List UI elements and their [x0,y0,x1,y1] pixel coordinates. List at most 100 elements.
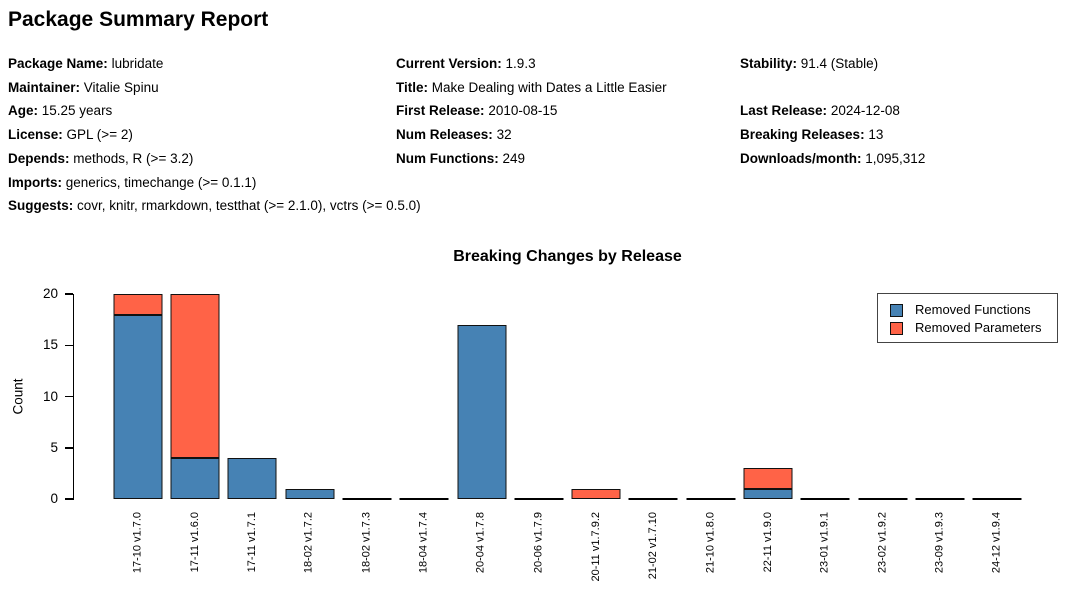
bar-segment [170,458,220,499]
y-tick-label: 5 [50,439,58,455]
x-tick-label: 23-02 v1.9.2 [854,512,911,600]
meta-package-name-label: Package Name: [8,56,108,71]
metadata-column-middle: Current Version: 1.9.3 Title: Make Deali… [396,52,736,171]
x-tick-label: 23-09 v1.9.3 [911,512,968,600]
meta-last-release-value: 2024-12-08 [830,103,900,119]
meta-suggests-label: Suggests: [8,198,74,214]
meta-package-name-value: lubridate [111,56,164,71]
meta-stability-label: Stability: [740,56,798,71]
meta-license-value: GPL (>= 2) [66,127,133,143]
x-tick-label-text: 24-12 v1.9.4 [990,512,1003,574]
meta-first-release: First Release: 2010-08-15 [396,99,736,123]
stacked-bar [227,458,277,499]
bar-segment [113,314,163,499]
x-tick-label: 17-10 v1.7.0 [109,512,166,600]
x-tick-label-text: 21-10 v1.8.0 [704,512,717,574]
x-tick-label-text: 18-02 v1.7.3 [360,512,373,574]
zero-height-bar [858,498,908,500]
x-tick-label: 21-02 v1.7.10 [625,512,682,600]
page-title: Package Summary Report [8,8,269,31]
bar-slot [854,294,911,500]
meta-current-version-value: 1.9.3 [505,56,536,71]
y-tick-mark [65,293,73,295]
x-tick-label: 20-11 v1.7.9.2 [568,512,625,600]
y-tick-label: 0 [50,491,58,506]
x-tick-label: 18-02 v1.7.3 [338,512,395,600]
meta-spacer-row [740,76,1065,100]
meta-age: Age: 15.25 years [8,99,393,123]
meta-age-value: 15.25 years [41,103,113,119]
meta-num-functions-label: Num Functions: [396,150,499,166]
meta-maintainer-value: Vitalie Spinu [83,79,159,95]
stacked-bar [285,488,335,499]
meta-license-label: License: [8,127,63,143]
y-tick-mark [65,344,73,346]
zero-height-bar [686,498,736,500]
zero-height-bar [514,498,564,500]
x-tick-label-text: 22-11 v1.9.0 [761,512,774,573]
bar-segment [743,468,793,489]
plot-area [109,294,1026,500]
meta-maintainer: Maintainer: Vitalie Spinu [8,76,393,100]
meta-breaking-releases-label: Breaking Releases: [740,127,865,143]
bar-slot [568,294,625,499]
zero-height-bar [915,498,965,500]
x-tick-label-text: 23-09 v1.9.3 [933,512,946,574]
meta-depends-label: Depends: [8,150,70,166]
meta-title: Title: Make Dealing with Dates a Little … [396,76,736,100]
x-tick-label: 20-06 v1.7.9 [510,512,567,600]
bar-slot [281,294,338,499]
x-tick-label-text: 20-06 v1.7.9 [532,512,545,574]
x-tick-label-text: 23-02 v1.9.2 [876,512,889,574]
x-tick-label: 18-04 v1.7.4 [396,512,453,600]
x-tick-label: 24-12 v1.9.4 [969,512,1026,600]
meta-last-release: Last Release: 2024-12-08 [740,99,1065,123]
bar-slot [739,294,796,499]
y-tick-mark [65,395,73,398]
zero-height-bar [628,498,678,500]
meta-num-releases: Num Releases: 32 [396,123,736,147]
stacked-bar [113,294,163,499]
legend-item-removed-functions: Removed Functions [890,301,1057,319]
removed-parameters-swatch [890,321,903,335]
meta-stability: Stability: 91.4 (Stable) [740,52,1065,76]
x-tick-label-text: 20-11 v1.7.9.2 [589,512,602,582]
meta-package-name: Package Name: lubridate [8,52,393,76]
meta-depends-value: methods, R (>= 3.2) [73,150,194,166]
meta-imports-label: Imports: [8,174,62,190]
meta-last-release-label: Last Release: [740,103,828,119]
meta-title-value: Make Dealing with Dates a Little Easier [431,79,667,95]
zero-height-bar [342,498,392,500]
y-tick-label: 20 [42,286,58,301]
bar-slot [224,294,281,499]
meta-stability-value: 91.4 (Stable) [800,56,879,71]
meta-license: License: GPL (>= 2) [8,123,393,147]
y-tick-label: 15 [42,337,58,353]
meta-num-functions: Num Functions: 249 [396,147,736,171]
bar-segment [227,458,277,499]
meta-current-version: Current Version: 1.9.3 [396,52,736,76]
x-tick-label-text: 17-11 v1.6.0 [188,512,201,573]
bar-slot [911,294,968,500]
x-tick-label-text: 18-02 v1.7.2 [303,512,316,574]
x-tick-label: 21-10 v1.8.0 [682,512,739,600]
stacked-bar [170,294,220,499]
meta-imports-value: generics, timechange (>= 0.1.1) [65,174,257,190]
bar-slot [625,294,682,500]
zero-height-bar [399,498,449,500]
metadata-column-left: Package Name: lubridate Maintainer: Vita… [8,52,421,218]
meta-num-releases-value: 32 [496,127,512,143]
zero-height-bar [972,498,1022,500]
meta-first-release-label: First Release: [396,103,485,119]
x-tick-label: 23-01 v1.9.1 [797,512,854,600]
breaking-changes-chart: Breaking Changes by Release Count 0 5 10 15… [0,240,1069,602]
bar-slot [510,294,567,500]
y-tick-label: 10 [42,388,58,404]
x-tick-label-text: 23-01 v1.9.1 [818,512,831,574]
x-tick-label: 20-04 v1.7.8 [453,512,510,600]
meta-suggests-value: covr, knitr, rmarkdown, testthat (>= 2.1… [77,198,421,214]
bar-segment [571,488,621,499]
meta-depends: Depends: methods, R (>= 3.2) [8,147,393,171]
x-tick-label-text: 21-02 v1.7.10 [646,512,659,580]
